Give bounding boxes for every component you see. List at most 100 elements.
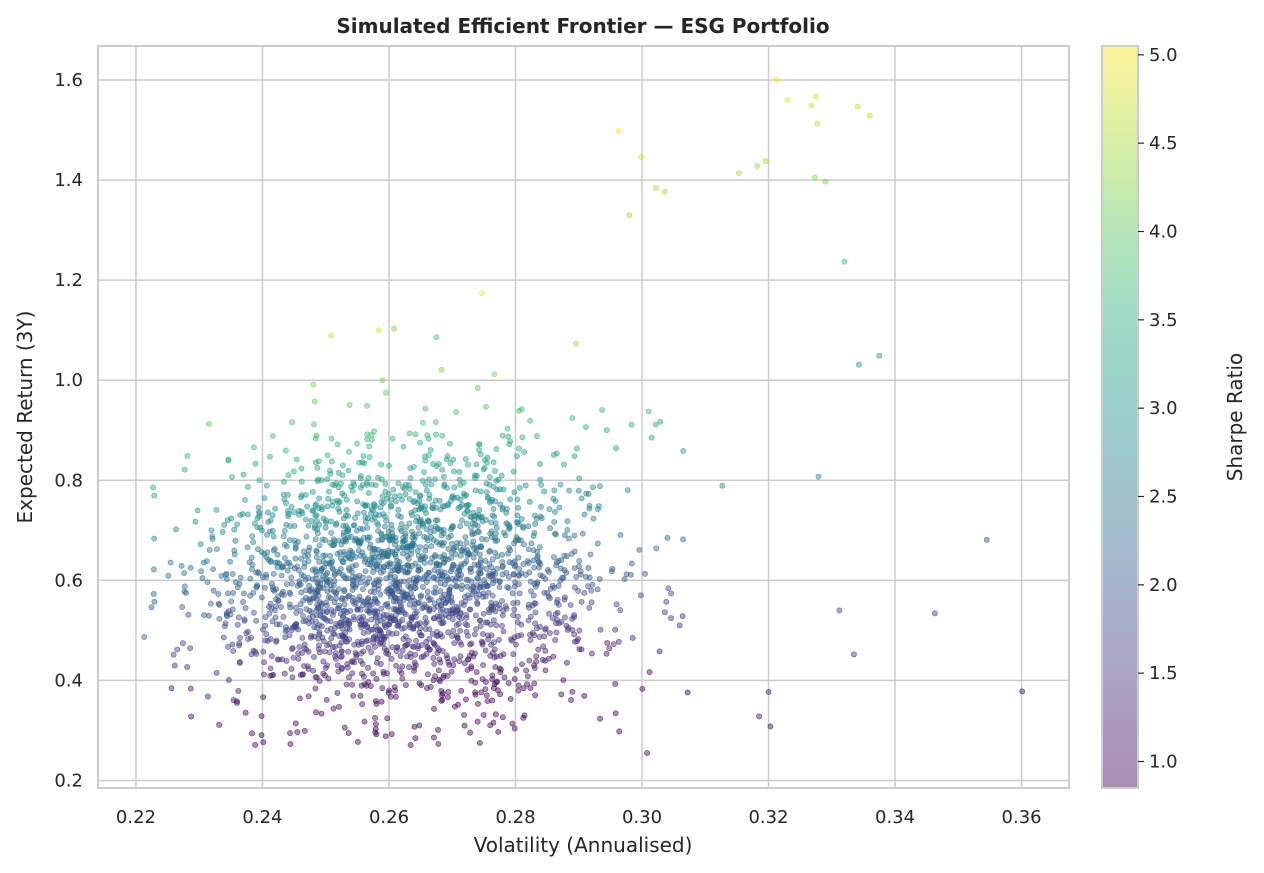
- scatter-point: [370, 556, 377, 563]
- scatter-point: [241, 590, 247, 597]
- scatter-point: [399, 550, 406, 557]
- scatter-point: [348, 533, 355, 540]
- scatter-point: [381, 645, 388, 652]
- scatter-point: [458, 572, 465, 578]
- scatter-point: [388, 521, 395, 528]
- scatter-point: [351, 482, 357, 488]
- scatter-point: [406, 482, 412, 488]
- scatter-point: [511, 489, 518, 496]
- scatter-point: [324, 503, 331, 510]
- scatter-point: [436, 497, 443, 504]
- scatter-point: [472, 550, 478, 556]
- scatter-point: [483, 403, 489, 410]
- scatter-point: [466, 551, 473, 558]
- scatter-point: [448, 597, 454, 604]
- scatter-point: [231, 551, 238, 558]
- scatter-point: [338, 653, 345, 660]
- scatter-point: [344, 664, 351, 671]
- scatter-point: [184, 664, 191, 670]
- x-tick-label: 0.28: [495, 807, 535, 828]
- scatter-point: [477, 544, 483, 550]
- scatter-point: [555, 557, 562, 564]
- scatter-point: [411, 498, 418, 504]
- scatter-point: [324, 662, 331, 669]
- scatter-point: [335, 499, 342, 506]
- scatter-point: [815, 473, 822, 480]
- scatter-point: [373, 562, 380, 569]
- scatter-point: [438, 575, 445, 582]
- colorbar-tick-label: 2.5: [1149, 487, 1178, 508]
- scatter-point: [416, 722, 423, 729]
- scatter-point: [456, 614, 463, 620]
- scatter-point: [244, 511, 251, 518]
- scatter-point: [395, 567, 402, 574]
- scatter-point: [375, 586, 382, 593]
- scatter-point: [505, 585, 512, 591]
- scatter-point: [269, 433, 276, 440]
- scatter-point: [289, 627, 295, 633]
- scatter-point: [615, 638, 622, 645]
- scatter-point: [460, 479, 467, 486]
- scatter-point: [331, 578, 338, 584]
- scatter-point: [505, 680, 512, 687]
- scatter-point: [409, 594, 416, 601]
- scatter-point: [230, 697, 237, 704]
- scatter-point: [444, 502, 451, 509]
- scatter-point: [366, 443, 373, 450]
- scatter-point: [343, 507, 350, 513]
- x-axis-label: Volatility (Annualised): [474, 833, 693, 857]
- scatter-point: [411, 597, 418, 604]
- scatter-point: [236, 642, 243, 649]
- scatter-point: [239, 511, 246, 517]
- scatter-point: [648, 434, 655, 441]
- scatter-point: [361, 509, 367, 516]
- scatter-point: [409, 540, 416, 547]
- scatter-point: [395, 512, 402, 519]
- scatter-point: [287, 604, 294, 611]
- scatter-point: [470, 538, 477, 545]
- scatter-point: [364, 436, 371, 443]
- scatter-point: [380, 611, 387, 618]
- scatter-point: [165, 572, 172, 579]
- scatter-point: [438, 366, 445, 373]
- scatter-point: [242, 496, 248, 503]
- scatter-point: [314, 674, 320, 681]
- scatter-point: [303, 587, 309, 594]
- scatter-point: [388, 731, 395, 737]
- scatter-point: [487, 499, 493, 506]
- scatter-point: [324, 452, 331, 459]
- scatter-point: [234, 521, 240, 528]
- scatter-point: [311, 522, 318, 529]
- scatter-point: [437, 580, 444, 587]
- scatter-point: [596, 576, 603, 583]
- scatter-point: [296, 644, 303, 650]
- scatter-point: [392, 594, 399, 601]
- scatter-point: [590, 484, 596, 491]
- scatter-point: [477, 617, 483, 624]
- scatter-point: [313, 432, 320, 439]
- scatter-point: [458, 641, 465, 648]
- scatter-point: [312, 536, 319, 543]
- scatter-point: [333, 590, 340, 597]
- y-tick-label: 1.6: [54, 70, 83, 91]
- scatter-point: [362, 568, 369, 574]
- scatter-point: [435, 461, 442, 467]
- scatter-point: [486, 548, 493, 555]
- scatter-point: [242, 709, 249, 716]
- scatter-point: [575, 587, 582, 594]
- scatter-point: [260, 739, 267, 746]
- scatter-point: [558, 619, 565, 625]
- scatter-point: [298, 478, 305, 485]
- scatter-point: [516, 407, 523, 414]
- scatter-point: [308, 517, 315, 524]
- scatter-point: [353, 574, 359, 580]
- scatter-point: [360, 586, 366, 593]
- scatter-point: [484, 698, 491, 704]
- scatter-point: [445, 689, 452, 695]
- scatter-point: [301, 728, 308, 734]
- scatter-point: [465, 461, 472, 468]
- scatter-point: [249, 533, 256, 540]
- scatter-point: [437, 678, 443, 685]
- scatter-point: [284, 567, 291, 574]
- scatter-point: [227, 611, 234, 618]
